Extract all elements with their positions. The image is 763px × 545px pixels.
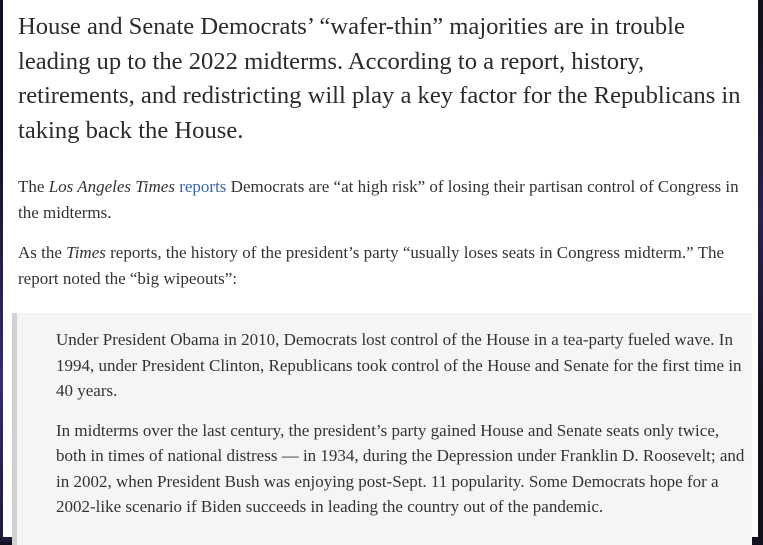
article-blockquote: Under President Obama in 2010, Democrats… bbox=[12, 313, 752, 545]
reports-link[interactable]: reports bbox=[179, 177, 227, 196]
article-headline: House and Senate Democrats’ “wafer-thin”… bbox=[18, 13, 741, 144]
publication-name: Los Angeles Times bbox=[48, 177, 175, 196]
paragraph-2-suffix: reports, the history of the president’s … bbox=[18, 243, 725, 288]
publication-name-short: Times bbox=[66, 243, 106, 262]
article-paragraph-2: As the Times reports, the history of the… bbox=[18, 240, 756, 292]
paragraph-1-suffix: Democrats are “at high risk” of losing t… bbox=[18, 177, 739, 222]
paragraph-1-prefix: The bbox=[18, 177, 49, 196]
blockquote-paragraph-2: In midterms over the last century, the p… bbox=[56, 420, 745, 517]
blockquote-paragraph-1: Under President Obama in 2010, Democrats… bbox=[56, 330, 742, 400]
paragraph-2-prefix: As the bbox=[18, 243, 67, 262]
article-paragraph-1: The Los Angeles Times reports Democrats … bbox=[18, 174, 756, 226]
